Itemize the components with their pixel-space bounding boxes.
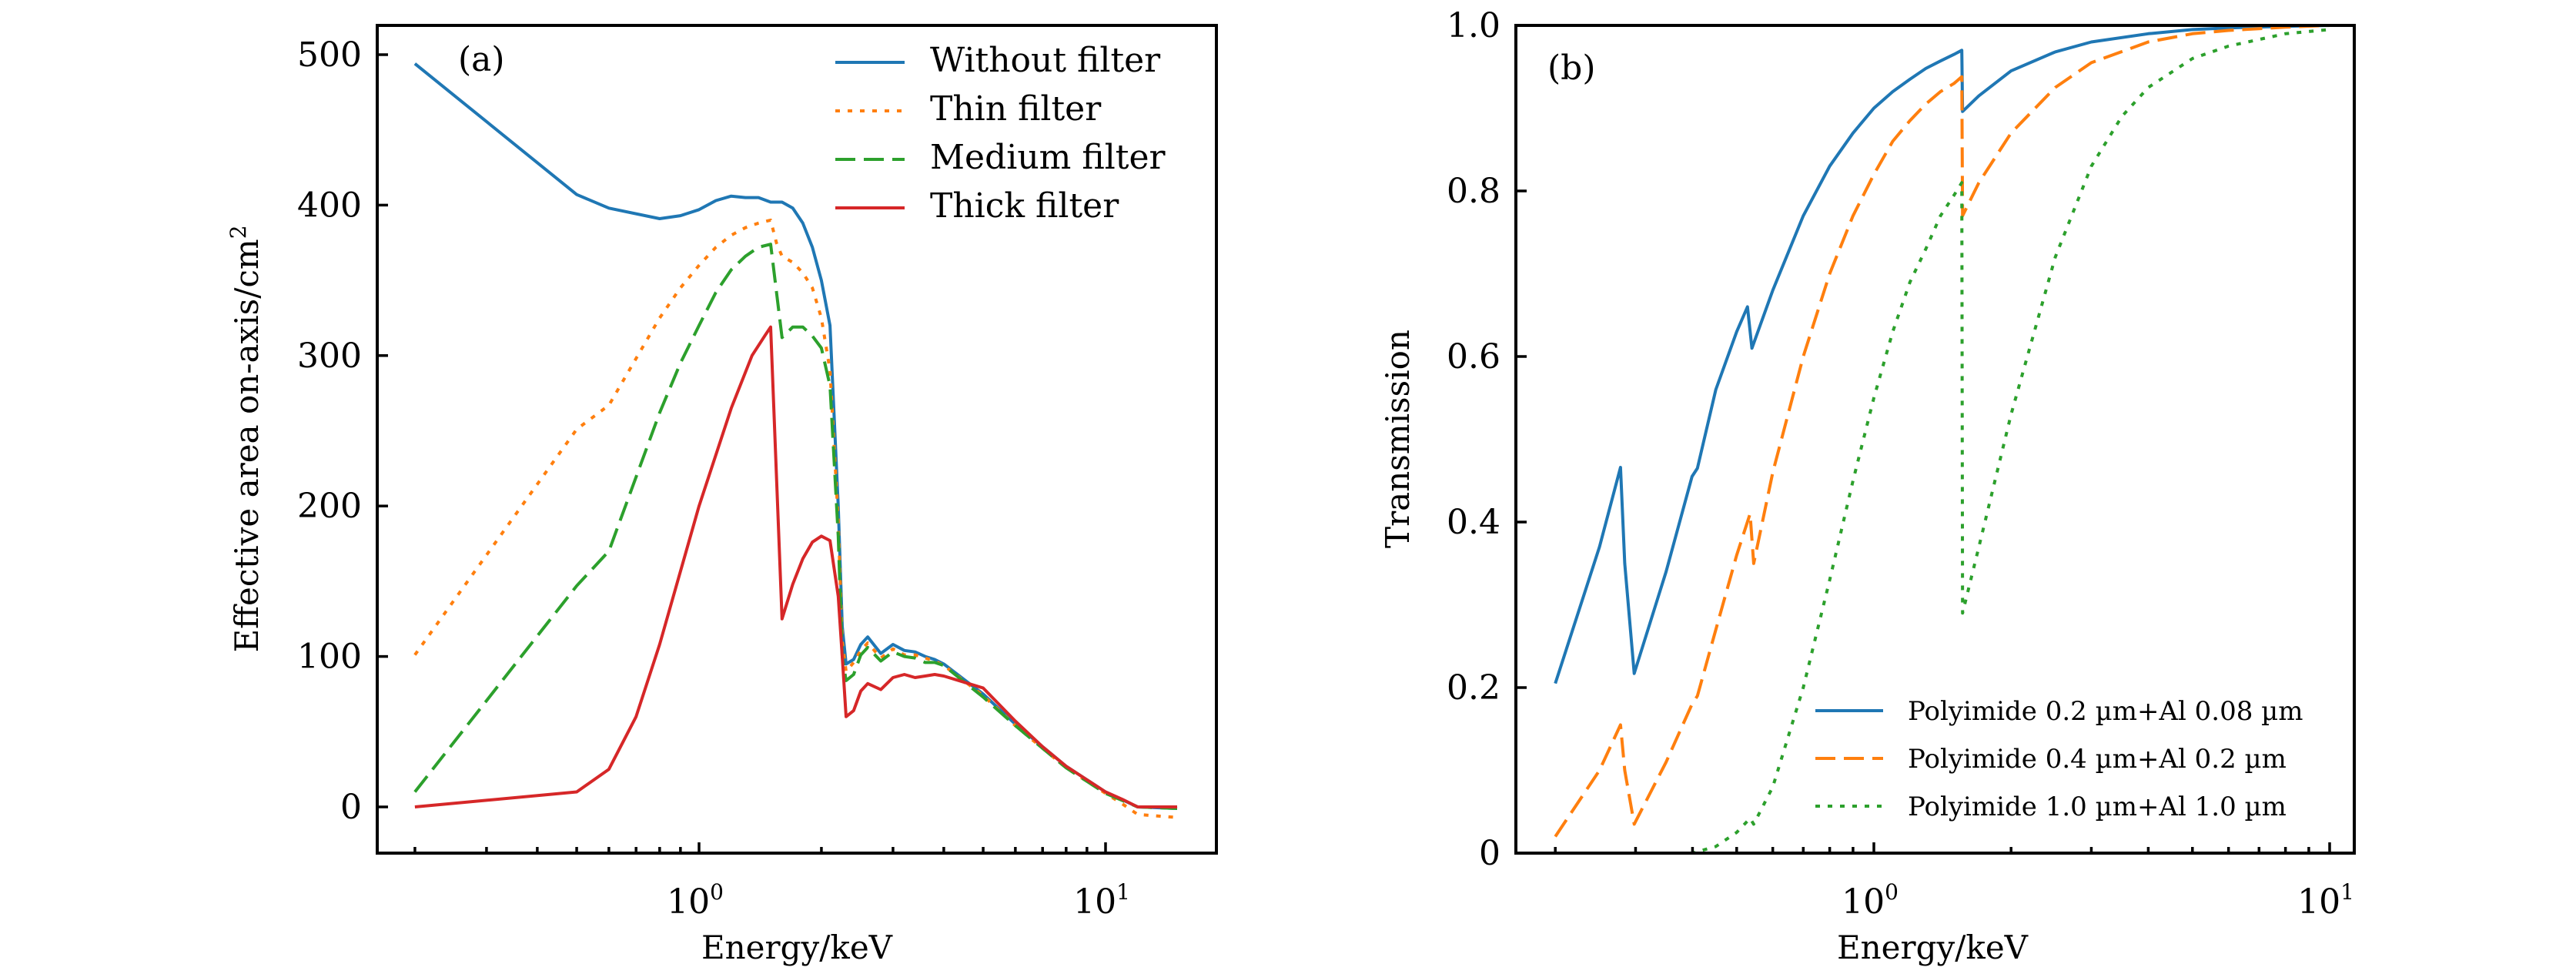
y-tick-label: 100: [297, 638, 362, 677]
y-axis-label-b: Transmission: [1379, 330, 1417, 548]
series-line-medium-filter: [413, 243, 1178, 810]
legend-b: Polyimide 0.2 µm+Al 0.08 µm Polyimide 0.4…: [1815, 696, 2303, 822]
y-tick-label: 0: [1479, 834, 1500, 873]
legend-label: Polyimide 0.4 µm+Al 0.2 µm: [1908, 744, 2287, 775]
x-tick-label: 100: [667, 879, 724, 922]
plot-frame-a: [376, 24, 1218, 855]
y-tick-label: 0: [340, 788, 362, 827]
x-tick-label: 100: [1842, 879, 1899, 922]
series-line-polyimide-0-4-m-al-0-2-m: [1554, 24, 2330, 838]
panel-label-a: (a): [458, 40, 505, 79]
series-line-thin-filter: [413, 218, 1178, 819]
y-tick-label: 400: [297, 186, 362, 225]
y-tick-label: 0.6: [1447, 337, 1500, 377]
plot-frame-b: [1514, 24, 2356, 855]
chart-panel-a: 0 100 200 300 400 500 100 101 (a) Energy/keV Ef…: [226, 24, 1218, 966]
y-tick-label: 0.8: [1447, 172, 1500, 211]
y-tick-label: 1.0: [1447, 6, 1500, 45]
legend-label: Polyimide 1.0 µm+Al 1.0 µm: [1908, 792, 2287, 822]
legend-label: Thick filter: [930, 186, 1119, 226]
y-tick-label: 0.4: [1447, 503, 1500, 542]
x-axis-label-b: Energy/keV: [1837, 929, 2029, 966]
y-axis-label-a: Effective area on-axis/cm2: [226, 225, 266, 652]
x-axis-label-a: Energy/keV: [701, 929, 893, 966]
series-line-thick-filter: [414, 325, 1177, 808]
series-line-polyimide-0-2-m-al-0-08-m: [1554, 24, 2330, 684]
legend-a: Without filter Thin filter Medium filter Th…: [835, 41, 1166, 226]
y-axis-label-a-text: Effective area on-axis/cm: [228, 239, 266, 652]
ticks-b: 0 0.2 0.4 0.6 0.8 1.0 100 101: [1447, 6, 2354, 922]
legend-label: Polyimide 0.2 µm+Al 0.08 µm: [1908, 696, 2303, 727]
legend-label: Thin filter: [930, 89, 1102, 129]
series-group-a: [413, 62, 1178, 819]
panel-label-b: (b): [1547, 49, 1596, 88]
y-tick-label: 200: [297, 487, 362, 526]
x-tick-label: 101: [2297, 879, 2354, 922]
x-tick-label: 101: [1073, 879, 1130, 922]
y-tick-label: 500: [297, 35, 362, 75]
y-tick-label: 0.2: [1447, 668, 1500, 708]
y-tick-label: 300: [297, 336, 362, 376]
y-axis-label-a-sup: 2: [226, 225, 251, 239]
chart-panel-b: 0 0.2 0.4 0.6 0.8 1.0 100 101 (b) Energy/keV Tr…: [1379, 6, 2356, 966]
series-group-b: [1554, 24, 2330, 855]
series-line-polyimide-1-0-m-al-1-0-m: [1555, 28, 2330, 855]
ticks-a: 0 100 200 300 400 500 100 101: [297, 35, 1130, 922]
legend-label: Without filter: [930, 41, 1161, 80]
legend-label: Medium filter: [930, 138, 1166, 177]
